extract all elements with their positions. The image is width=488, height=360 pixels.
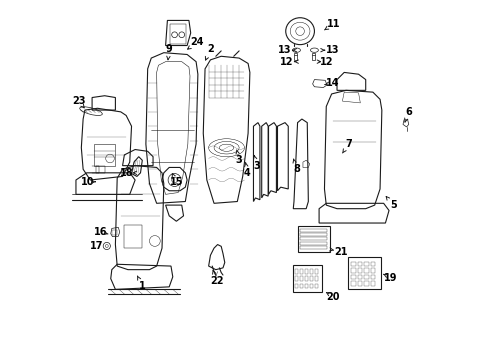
Text: 16: 16	[93, 227, 107, 237]
Text: 8: 8	[292, 164, 299, 174]
Bar	[300, 242, 326, 244]
Bar	[351, 275, 355, 279]
Bar	[124, 225, 142, 248]
Bar	[364, 281, 368, 286]
Bar	[364, 262, 368, 266]
Text: 3: 3	[235, 155, 242, 165]
Text: 11: 11	[326, 19, 340, 29]
Text: 7: 7	[345, 139, 351, 149]
Text: 21: 21	[334, 247, 347, 257]
Bar	[370, 281, 374, 286]
Bar	[305, 269, 308, 274]
Text: 19: 19	[383, 273, 397, 283]
Bar	[297, 226, 329, 252]
Text: 23: 23	[72, 96, 85, 106]
Bar	[351, 262, 355, 266]
Bar	[294, 53, 297, 60]
Bar	[364, 268, 368, 273]
Bar	[309, 276, 313, 281]
Bar	[300, 246, 326, 249]
Text: 12: 12	[320, 57, 333, 67]
Bar	[294, 269, 298, 274]
Bar	[294, 276, 298, 281]
Bar	[300, 269, 303, 274]
Text: 13: 13	[325, 45, 338, 55]
Bar	[364, 275, 368, 279]
Text: 13: 13	[277, 45, 291, 55]
Text: 5: 5	[389, 200, 396, 210]
Bar	[94, 144, 115, 166]
Bar	[300, 233, 326, 236]
Text: 22: 22	[209, 276, 223, 286]
Bar	[300, 284, 303, 288]
Bar	[311, 53, 314, 60]
Text: 17: 17	[90, 241, 103, 251]
Bar	[357, 281, 362, 286]
Text: 20: 20	[326, 292, 340, 302]
Bar	[309, 269, 313, 274]
Bar	[294, 284, 298, 288]
Bar	[300, 237, 326, 240]
Bar	[96, 166, 104, 173]
Bar	[370, 262, 374, 266]
Text: 9: 9	[165, 44, 172, 54]
Text: 1: 1	[139, 281, 145, 291]
Bar	[314, 269, 318, 274]
Text: 6: 6	[405, 107, 411, 117]
Bar	[300, 276, 303, 281]
Bar	[370, 268, 374, 273]
Bar	[370, 275, 374, 279]
Text: 24: 24	[190, 37, 203, 47]
Text: 4: 4	[244, 168, 250, 178]
Bar	[309, 284, 313, 288]
Bar	[357, 275, 362, 279]
Bar	[357, 268, 362, 273]
Bar	[305, 284, 308, 288]
Text: 12: 12	[280, 57, 293, 67]
Text: 2: 2	[206, 44, 213, 54]
Bar	[348, 257, 381, 289]
Text: 18: 18	[120, 168, 133, 178]
Bar	[112, 230, 117, 234]
Text: 10: 10	[81, 177, 94, 187]
Bar	[351, 281, 355, 286]
Bar	[314, 284, 318, 288]
Bar	[314, 276, 318, 281]
Bar	[351, 268, 355, 273]
Bar	[305, 276, 308, 281]
Bar	[300, 229, 326, 231]
Bar	[357, 262, 362, 266]
Text: 14: 14	[325, 78, 338, 88]
Text: 15: 15	[169, 177, 183, 187]
Text: 3: 3	[253, 161, 260, 171]
Bar	[292, 265, 322, 292]
Bar	[169, 24, 185, 44]
